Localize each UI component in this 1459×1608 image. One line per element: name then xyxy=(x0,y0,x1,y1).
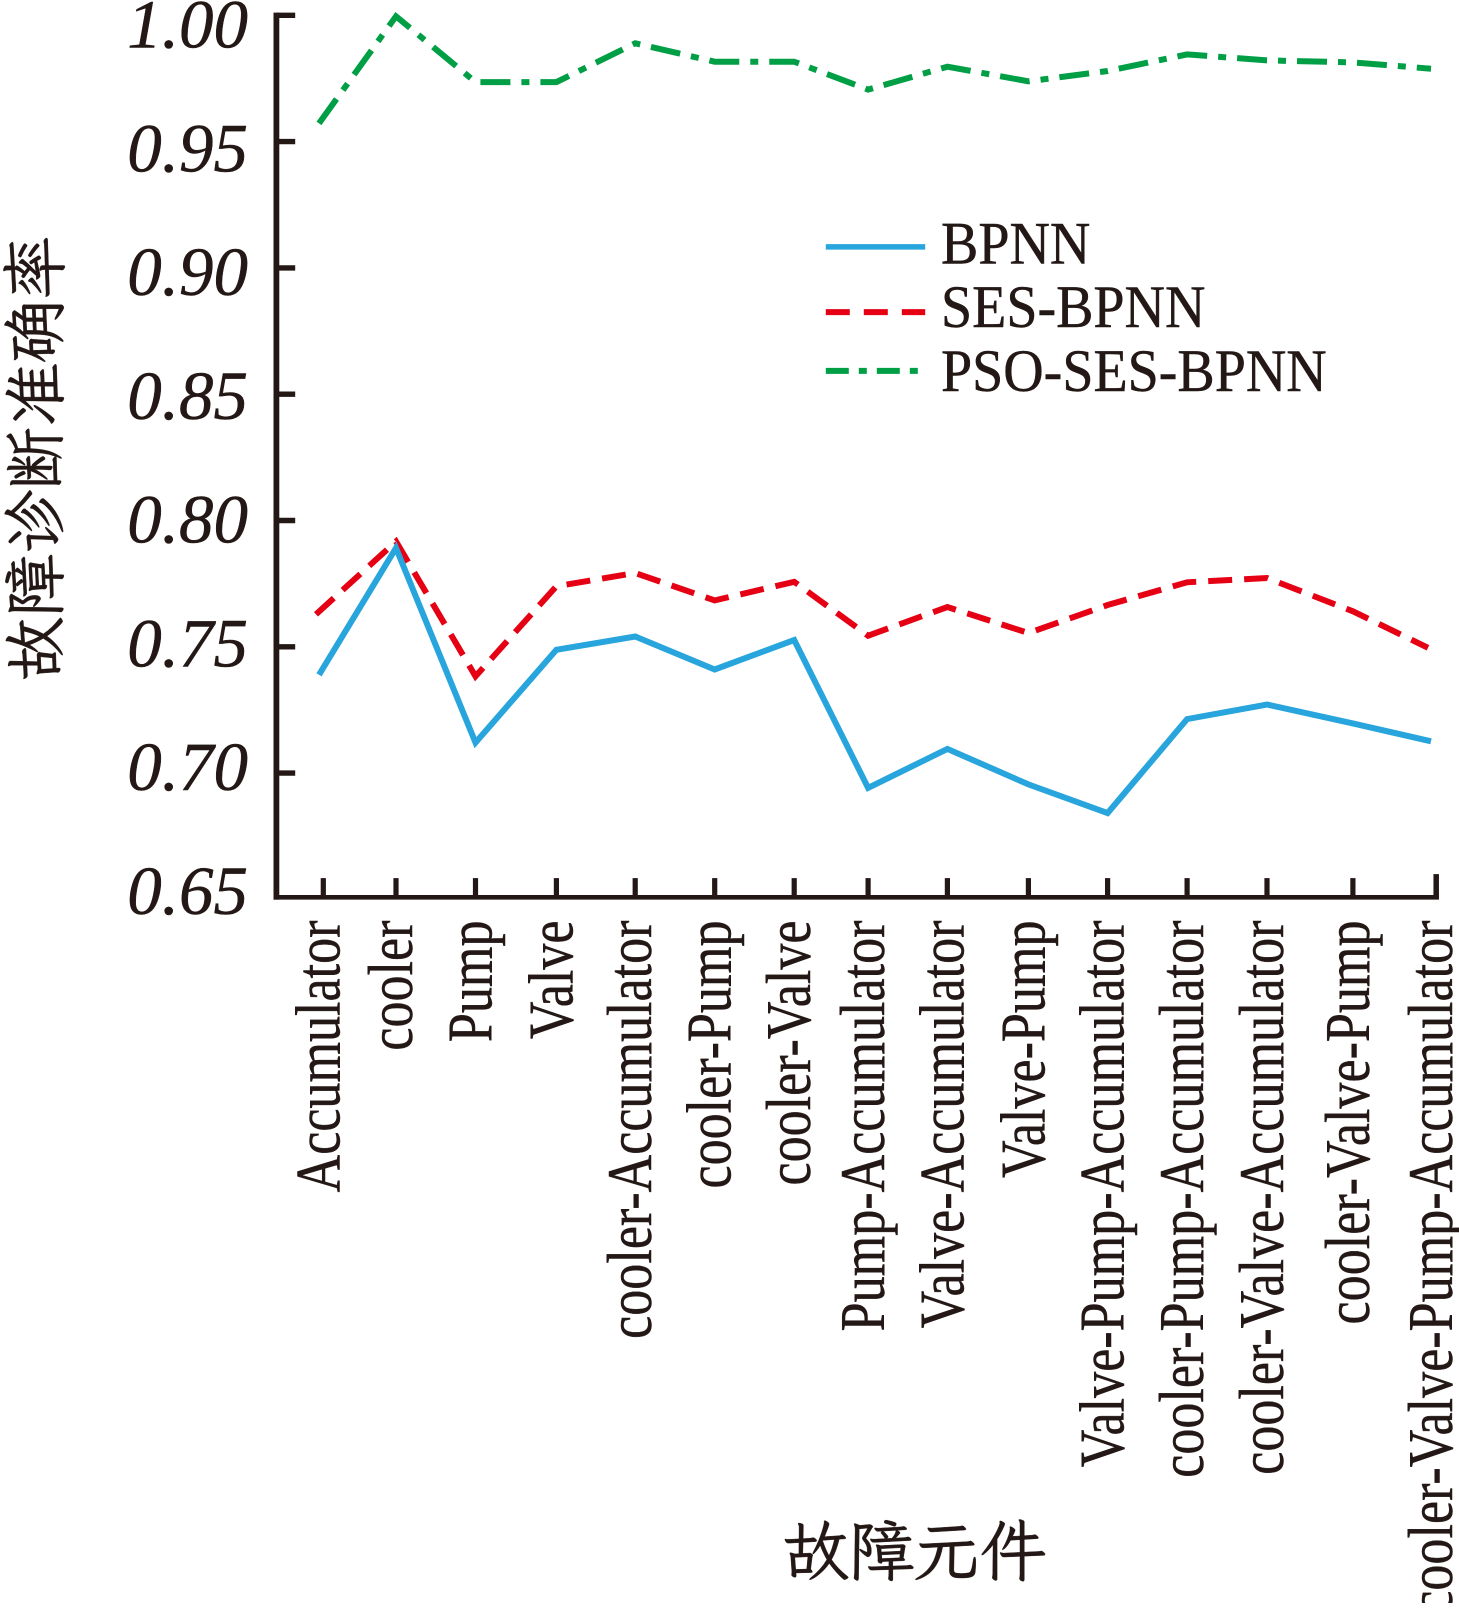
svg-text:Pump: Pump xyxy=(434,921,505,1043)
svg-text:0.90: 0.90 xyxy=(127,234,248,310)
svg-text:0.85: 0.85 xyxy=(127,358,248,434)
svg-text:cooler-Accumulator: cooler-Accumulator xyxy=(594,921,665,1339)
svg-text:cooler-Pump: cooler-Pump xyxy=(674,921,745,1189)
svg-text:0.70: 0.70 xyxy=(127,729,248,805)
svg-text:Pump-Accumulator: Pump-Accumulator xyxy=(827,921,898,1332)
svg-text:BPNN: BPNN xyxy=(941,210,1090,277)
svg-text:Valve-Accumulator: Valve-Accumulator xyxy=(906,921,977,1329)
svg-text:cooler-Valve: cooler-Valve xyxy=(753,921,824,1186)
svg-text:cooler: cooler xyxy=(355,921,426,1051)
svg-text:1.00: 1.00 xyxy=(127,0,248,63)
svg-text:SES-BPNN: SES-BPNN xyxy=(941,273,1205,340)
svg-text:cooler-Pump-Accumulator: cooler-Pump-Accumulator xyxy=(1146,921,1217,1478)
svg-text:0.65: 0.65 xyxy=(127,853,248,929)
svg-text:Valve-Pump-Accumulator: Valve-Pump-Accumulator xyxy=(1067,921,1138,1468)
svg-text:Valve-Pump: Valve-Pump xyxy=(987,921,1058,1179)
svg-text:0.75: 0.75 xyxy=(127,605,248,681)
svg-text:0.80: 0.80 xyxy=(127,482,248,558)
svg-text:cooler-Valve-Pump-Accumulator: cooler-Valve-Pump-Accumulator xyxy=(1395,921,1459,1604)
svg-text:PSO-SES-BPNN: PSO-SES-BPNN xyxy=(941,337,1327,404)
svg-text:Valve: Valve xyxy=(515,921,586,1040)
svg-text:0.95: 0.95 xyxy=(127,110,248,186)
svg-text:cooler-Valve-Pump: cooler-Valve-Pump xyxy=(1312,921,1383,1325)
svg-text:cooler-Valve-Accumulator: cooler-Valve-Accumulator xyxy=(1226,921,1297,1475)
svg-text:Accumulator: Accumulator xyxy=(282,921,353,1193)
